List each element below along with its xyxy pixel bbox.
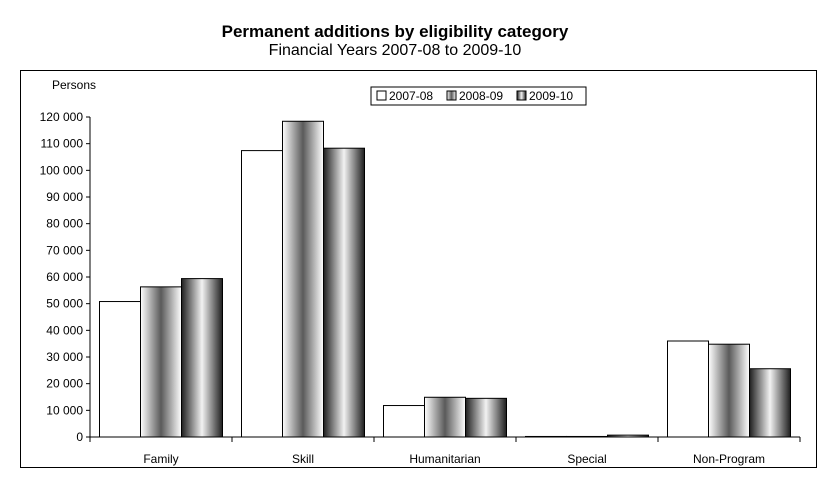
x-tick-label: Special xyxy=(567,452,606,466)
bar-2007-08-Skill xyxy=(241,150,283,438)
bar-2007-08-Family xyxy=(99,301,141,438)
x-axis: Family Skill Humanitarian Special Non-Progra… xyxy=(89,436,801,466)
y-tick-label: 80 000 xyxy=(46,217,83,231)
legend-label: 2008-09 xyxy=(459,89,503,103)
y-axis: 0 10 000 20 000 30 000 40 000 50 000 60 000 70 … xyxy=(40,110,91,444)
legend-swatch-2007-08 xyxy=(376,90,387,101)
y-tick-label: 110 000 xyxy=(41,137,84,151)
bar-2009-10-Non-Program xyxy=(749,368,791,438)
bar-2009-10-Family xyxy=(181,278,223,438)
bar-2008-09-Family xyxy=(140,286,182,438)
y-tick-label: 120 000 xyxy=(40,110,84,124)
bar-2007-08-Special xyxy=(525,435,567,438)
bar-2008-09-Non-Program xyxy=(708,343,750,438)
y-tick-label: 50 000 xyxy=(46,297,83,311)
x-tick-label: Humanitarian xyxy=(409,452,480,466)
y-tick-label: 40 000 xyxy=(46,323,83,337)
y-tick-label: 90 000 xyxy=(46,190,83,204)
legend-swatch-2008-09 xyxy=(446,90,457,101)
bar-2008-09-Skill xyxy=(282,120,324,438)
legend-box xyxy=(370,86,587,106)
legend: 2007-08 2008-09 2009-10 xyxy=(370,86,587,106)
y-tick-label: 0 xyxy=(76,430,83,444)
x-tick-label: Family xyxy=(143,452,178,466)
y-tick-label: 70 000 xyxy=(46,243,83,257)
bar-2007-08-Humanitarian xyxy=(383,405,425,438)
x-tick-label: Skill xyxy=(292,452,314,466)
bar-2008-09-Humanitarian xyxy=(424,396,466,438)
y-axis-label: Persons xyxy=(52,78,96,92)
bar-2008-09-Special xyxy=(566,435,608,438)
y-tick-label: 20 000 xyxy=(46,377,83,391)
chart-subtitle: Financial Years 2007-08 to 2009-10 xyxy=(268,42,522,59)
y-tick-label: 10 000 xyxy=(46,403,83,417)
bar-2009-10-Humanitarian xyxy=(465,397,507,438)
y-tick-label: 100 000 xyxy=(40,163,84,177)
y-tick-label: 30 000 xyxy=(46,350,83,364)
bars xyxy=(99,120,791,438)
y-tick-label: 60 000 xyxy=(46,270,83,284)
bar-2007-08-Non-Program xyxy=(667,340,709,438)
bar-2009-10-Skill xyxy=(323,147,365,438)
bar-2009-10-Special xyxy=(607,434,649,438)
legend-label: 2007-08 xyxy=(389,89,433,103)
x-tick-label: Non-Program xyxy=(693,452,765,466)
legend-swatch-2009-10 xyxy=(516,90,527,101)
chart-frame xyxy=(20,70,817,468)
chart-title: Permanent additions by eligibility categ… xyxy=(221,22,569,41)
legend-label: 2009-10 xyxy=(529,89,573,103)
